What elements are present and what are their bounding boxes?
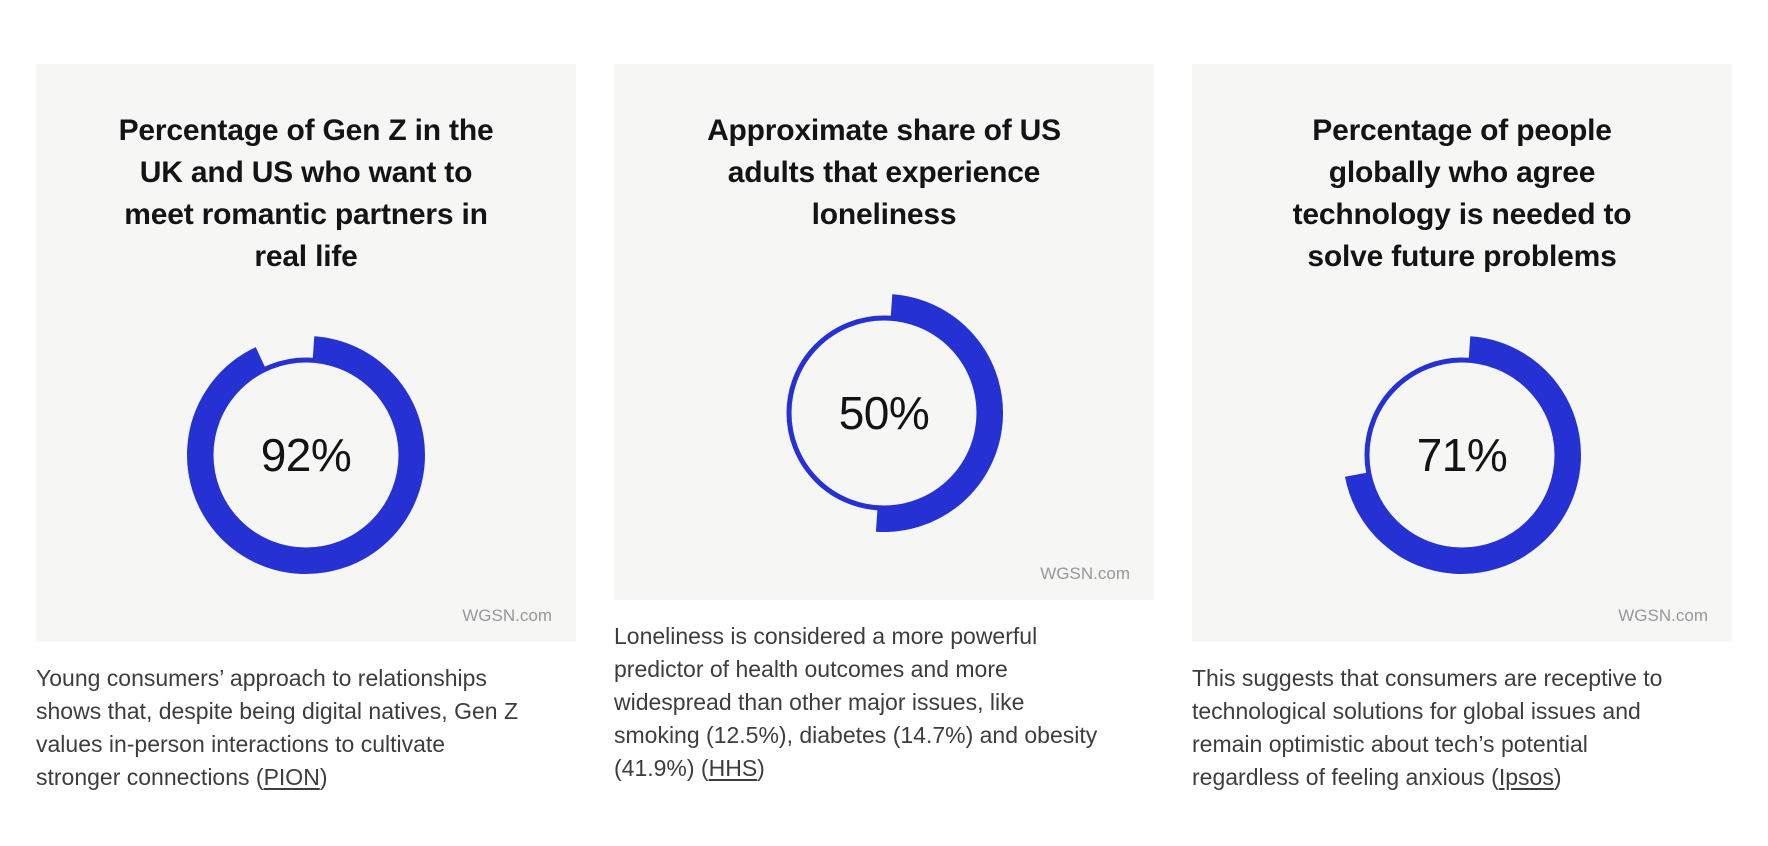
card-title: Percentage of Gen Z in the UK and US who… (118, 114, 494, 273)
stat-card-tech-optimism: Percentage of people globally who agree … (1192, 64, 1732, 642)
caption-source-link[interactable]: PION (263, 764, 320, 790)
source-attribution: WGSN.com (1618, 606, 1708, 625)
donut-chart: 50% (765, 294, 1003, 532)
card-caption: Young consumers’ approach to relationshi… (36, 662, 576, 794)
caption-source-link[interactable]: HHS (708, 755, 758, 781)
caption-text: Young consumers’ approach to relationshi… (36, 665, 519, 790)
stat-column-loneliness: Approximate share of US adults that expe… (614, 64, 1154, 785)
stat-column-tech-optimism: Percentage of people globally who agree … (1192, 64, 1732, 794)
caption-text: This suggests that consumers are recepti… (1192, 665, 1663, 790)
donut-value-arc (187, 336, 425, 574)
caption-text: Loneliness is considered a more powerful… (614, 623, 1098, 781)
caption-text-end: ) (757, 755, 765, 781)
stat-column-gen-z-romance: Percentage of Gen Z in the UK and US who… (36, 64, 576, 794)
caption-text-end: ) (319, 764, 328, 790)
source-attribution: WGSN.com (1040, 564, 1130, 583)
stat-card-loneliness: Approximate share of US adults that expe… (614, 64, 1154, 600)
card-title: Percentage of people globally who agree … (1292, 114, 1632, 273)
card-title: Approximate share of US adults that expe… (707, 114, 1061, 231)
donut-percent-label: 71% (1417, 429, 1508, 481)
source-attribution: WGSN.com (462, 606, 552, 625)
donut-chart: 92% (187, 336, 425, 574)
donut-percent-label: 92% (261, 429, 352, 481)
donut-chart: 71% (1343, 336, 1581, 574)
card-caption: This suggests that consumers are recepti… (1192, 662, 1732, 794)
stat-card-gen-z-romance: Percentage of Gen Z in the UK and US who… (36, 64, 576, 642)
donut-percent-label: 50% (839, 387, 930, 439)
card-caption: Loneliness is considered a more powerful… (614, 620, 1154, 785)
caption-source-link[interactable]: Ipsos (1498, 764, 1554, 790)
caption-text-end: ) (1553, 764, 1562, 790)
stats-cards-row: Percentage of Gen Z in the UK and US who… (36, 64, 1732, 794)
